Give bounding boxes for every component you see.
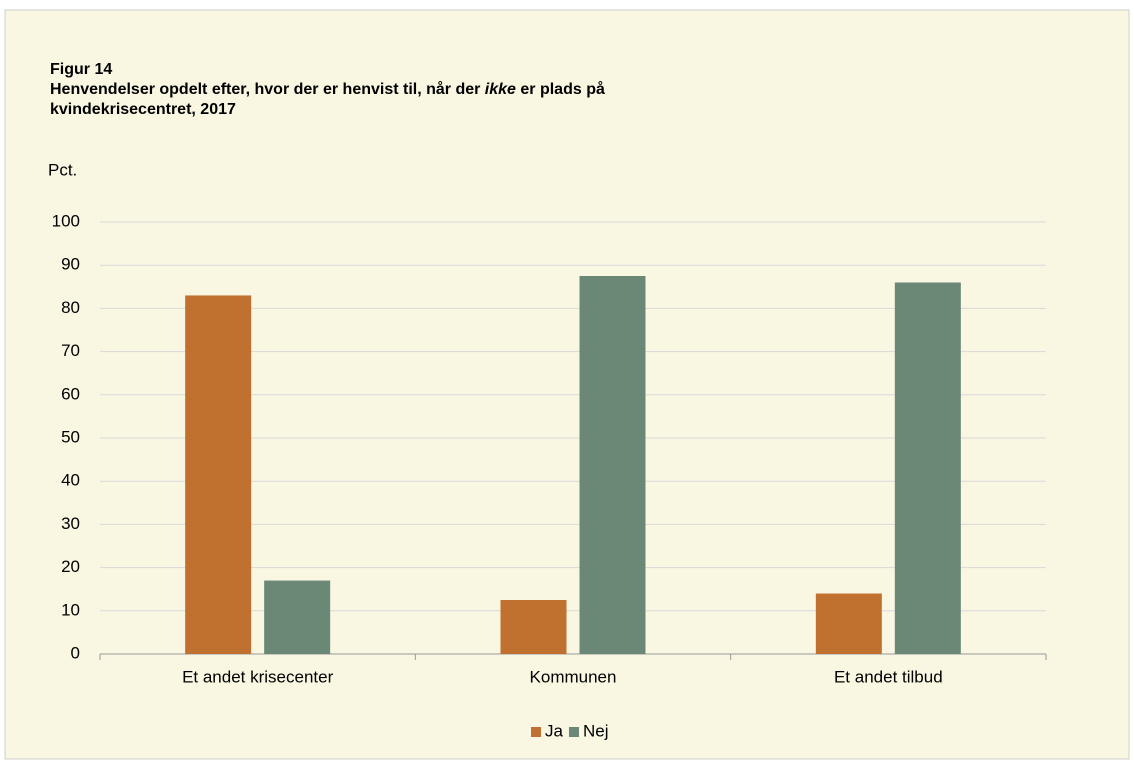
y-tick-label: 60 <box>61 384 80 403</box>
legend-label: Ja <box>545 721 564 740</box>
title-part: Henvendelser opdelt efter, hvor der er h… <box>50 80 485 98</box>
bar <box>264 580 331 654</box>
legend-swatch <box>531 727 541 737</box>
title-part: ikke <box>485 81 516 98</box>
legend-label: Nej <box>583 721 609 740</box>
figure-label: Figur 14 <box>50 61 112 78</box>
y-tick-label: 40 <box>61 471 80 490</box>
y-tick-label: 90 <box>61 255 80 274</box>
y-tick-label: 50 <box>61 427 80 446</box>
bar <box>815 593 882 654</box>
chart-title: kvindekrisecentret, 2017 <box>50 101 236 118</box>
y-tick-label: 0 <box>71 643 80 662</box>
title-part: er plads på <box>516 80 605 98</box>
y-tick-label: 80 <box>61 298 80 317</box>
chart-title: Henvendelser opdelt efter, hvor der er h… <box>50 80 605 98</box>
bar <box>894 282 961 654</box>
bar <box>500 600 567 654</box>
x-tick-label: Kommunen <box>530 667 617 686</box>
y-tick-label: 10 <box>61 600 80 619</box>
x-tick-label: Et andet krisecenter <box>182 667 334 686</box>
y-tick-label: 20 <box>61 557 80 576</box>
x-tick-label: Et andet tilbud <box>834 667 943 686</box>
y-tick-label: 100 <box>52 211 80 230</box>
bar <box>185 295 252 654</box>
y-tick-label: 30 <box>61 514 80 533</box>
legend-swatch <box>568 727 579 737</box>
y-tick-label: 70 <box>61 341 80 360</box>
bar <box>579 276 646 654</box>
y-axis-label: Pct. <box>48 160 77 179</box>
